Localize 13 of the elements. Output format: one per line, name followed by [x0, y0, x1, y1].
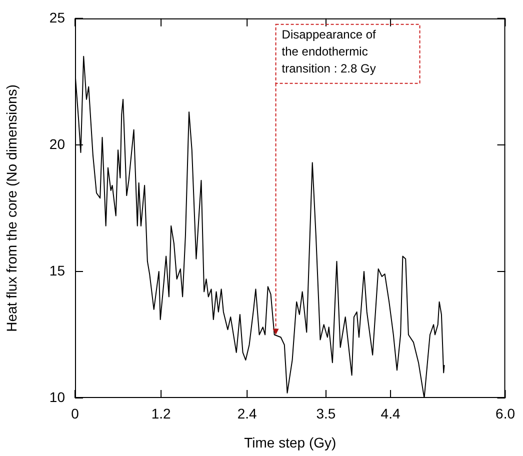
x-tick-label: 2.4: [237, 405, 258, 422]
x-axis-title: Time step (Gy): [244, 434, 336, 450]
y-tick-label: 15: [49, 262, 66, 278]
annotation: Disappearance of the endothermic transition : 2.8 Gy: [282, 28, 377, 76]
y-axis-title: Heat flux from the core (No dimensions): [3, 84, 20, 332]
y-tick-label: 25: [49, 9, 66, 26]
y-tick-label: 20: [49, 136, 66, 152]
x-tick-label: 1.2: [151, 405, 171, 422]
x-tick-label: 0: [71, 405, 80, 422]
x-tick-label: 4.4: [380, 405, 400, 422]
y-tick-label: 10: [49, 388, 66, 405]
x-tick-label: 3.5: [316, 405, 336, 422]
x-tick-label: 6.0: [496, 405, 516, 422]
